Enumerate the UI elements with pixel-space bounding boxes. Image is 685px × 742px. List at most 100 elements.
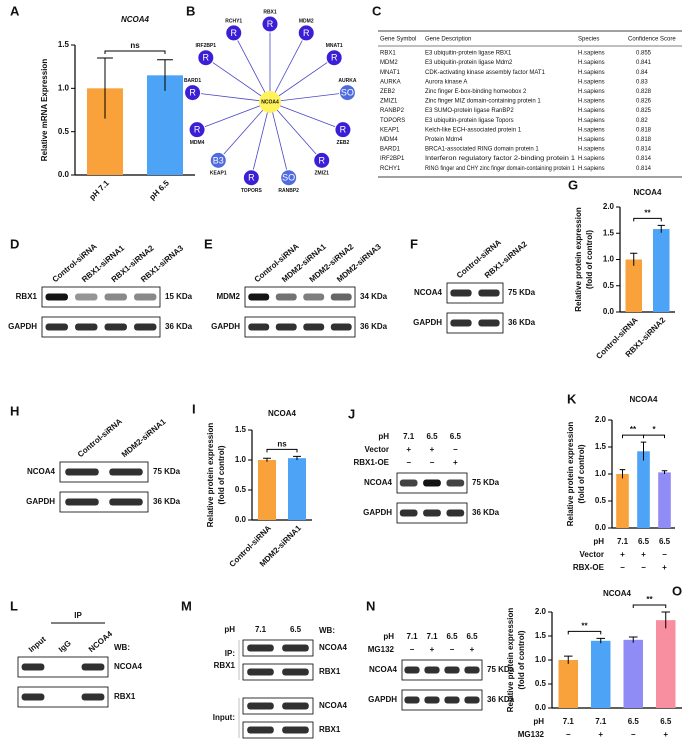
panel-letter: H xyxy=(10,403,19,418)
condition-value: − xyxy=(641,563,646,572)
node-icon: R xyxy=(231,28,238,38)
y-tick-label: 1.0 xyxy=(58,83,70,92)
protein-band xyxy=(282,644,309,652)
protein-band xyxy=(104,323,127,331)
bar xyxy=(625,259,642,312)
header-value: + xyxy=(470,645,475,654)
node-label: BARD1 xyxy=(184,78,201,84)
table-cell: H.sapiens xyxy=(578,70,605,76)
header-value: 6.5 xyxy=(426,432,438,441)
y-tick-label: 0.5 xyxy=(603,281,615,290)
condition-name: RBX-OE xyxy=(573,563,605,572)
protein-band xyxy=(134,323,157,331)
y-tick-label: 2.0 xyxy=(535,607,547,616)
protein-band xyxy=(275,323,297,331)
table-cell: ZMIZ1 xyxy=(380,99,398,105)
protein-band xyxy=(399,509,418,517)
header-name: pH xyxy=(224,625,235,634)
table-cell: H.sapiens xyxy=(578,99,605,105)
panel-letter: J xyxy=(348,406,355,421)
table-cell: RBX1 xyxy=(380,51,396,57)
table-cell: 0.841 xyxy=(636,60,652,66)
table-cell: 0.818 xyxy=(636,137,652,143)
table-cell: CDK-activating kinase assembly factor MA… xyxy=(425,70,546,76)
x-tick-label: 7.1 xyxy=(617,537,629,546)
y-tick-label: 1.5 xyxy=(595,442,607,451)
blot-frame xyxy=(59,461,149,483)
bar xyxy=(653,229,670,312)
node-icon: SO xyxy=(282,173,295,183)
protein-band xyxy=(450,289,472,297)
bar xyxy=(658,472,671,528)
node-label: IRF2BP1 xyxy=(196,43,217,49)
protein-band xyxy=(330,293,352,301)
bar xyxy=(656,620,676,708)
header-value: 6.5 xyxy=(446,632,458,641)
y-tick-label: 0.0 xyxy=(595,523,607,532)
network-edge xyxy=(269,32,307,103)
x-tick-label: 7.1 xyxy=(563,717,575,726)
condition-value: + xyxy=(620,550,625,559)
node-icon: R xyxy=(318,155,325,165)
network-edge xyxy=(196,101,271,131)
y-axis-label: (fold of control) xyxy=(517,630,526,689)
table-cell: AURKA xyxy=(380,79,401,85)
table-cell: H.sapiens xyxy=(578,108,605,114)
node-label: ZMIZ1 xyxy=(314,171,329,177)
chart-title: NCOA4 xyxy=(603,589,632,598)
protein-band xyxy=(75,293,98,301)
y-tick-label: 1.0 xyxy=(535,655,547,664)
size-label: 36 KDa xyxy=(472,508,500,517)
blot-frame xyxy=(242,639,314,657)
network-node xyxy=(261,15,279,33)
node-label: RANBP2 xyxy=(278,188,299,194)
table-cell: 0.826 xyxy=(636,99,652,105)
node-label: KEAP1 xyxy=(210,171,227,177)
blot-frame xyxy=(41,286,161,308)
header-name: pH xyxy=(383,632,394,641)
table-cell: 0.84 xyxy=(636,70,648,76)
node-icon: R xyxy=(194,125,201,135)
significance-label: ns xyxy=(277,440,287,449)
protein-band xyxy=(424,696,440,704)
significance-label: ** xyxy=(646,595,653,604)
condition-value: + xyxy=(663,730,668,739)
network-node xyxy=(225,24,243,42)
protein-band xyxy=(404,666,420,674)
table-header: Confidence Score xyxy=(628,37,676,43)
header-name: pH xyxy=(378,432,389,441)
node-icon: R xyxy=(303,28,310,38)
protein-band xyxy=(104,293,127,301)
table-cell: H.sapiens xyxy=(578,60,605,66)
row-label: NCOA4 xyxy=(369,665,398,674)
y-axis-label: Relative protein expression xyxy=(574,207,583,312)
row-label: NCOA4 xyxy=(364,478,393,487)
bar xyxy=(637,451,650,528)
protein-band xyxy=(444,696,460,704)
significance-bracket xyxy=(633,217,662,222)
header-value: 6.5 xyxy=(290,625,302,634)
table-cell: 0.818 xyxy=(636,127,652,133)
network-edge xyxy=(269,101,323,161)
blot-frame xyxy=(242,721,314,739)
panel-letter: C xyxy=(372,3,382,18)
y-axis-label: Relative protein expression xyxy=(566,422,575,527)
blot-frame xyxy=(446,312,504,334)
blot-frame xyxy=(446,282,504,304)
bar xyxy=(288,458,306,520)
protein-band xyxy=(247,644,274,652)
error-bar xyxy=(596,637,606,644)
size-label: 36 KDa xyxy=(487,695,515,704)
blot-frame xyxy=(17,686,109,708)
protein-band xyxy=(81,693,105,701)
network-node xyxy=(184,84,202,102)
table-cell: H.sapiens xyxy=(578,118,605,124)
y-tick-label: 1.0 xyxy=(603,255,615,264)
header-value: 7.1 xyxy=(426,632,438,641)
condition-value: − xyxy=(662,550,667,559)
panel-letter: F xyxy=(410,236,418,251)
row-label: RBX1 xyxy=(16,292,38,301)
y-tick-label: 0.5 xyxy=(58,127,70,136)
node-icon: R xyxy=(189,87,196,97)
panel-letter: A xyxy=(10,3,20,18)
